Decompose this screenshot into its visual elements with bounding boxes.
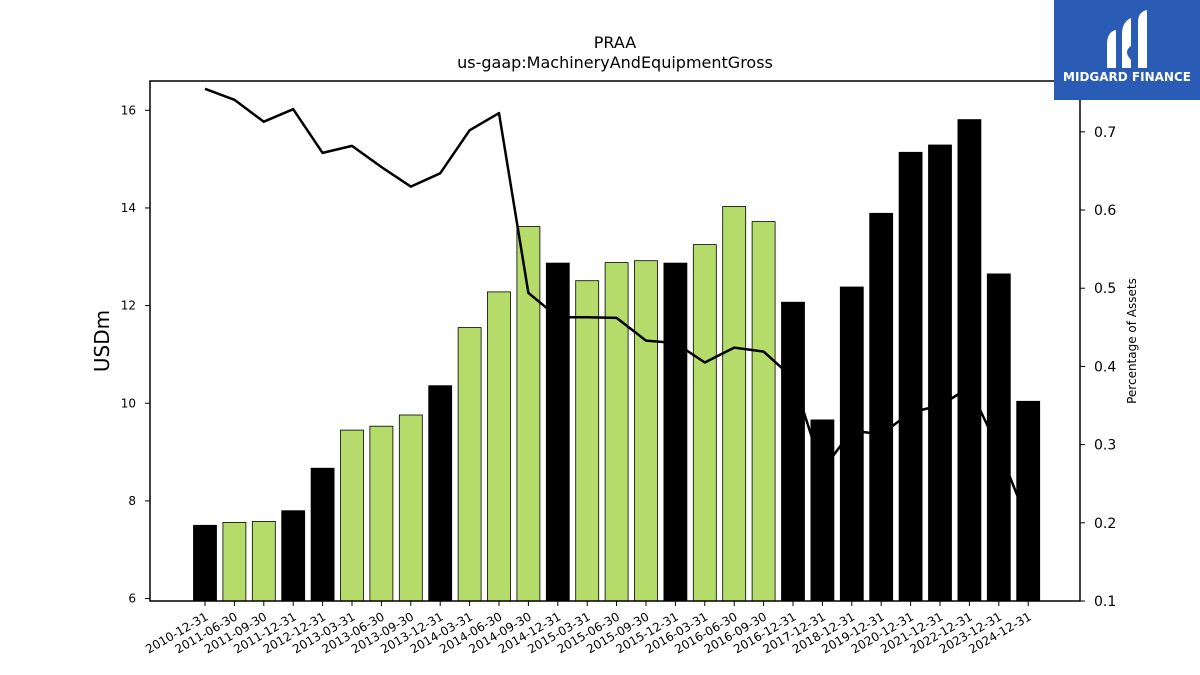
y2-tick-label: 0.7 bbox=[1094, 125, 1116, 141]
x-axis-ticks: 2010-12-312011-06-302011-09-302011-12-31… bbox=[143, 601, 1034, 656]
chart-title: PRAA bbox=[594, 33, 637, 52]
y2-tick-label: 0.5 bbox=[1094, 281, 1116, 297]
y2-tick-label: 0.1 bbox=[1094, 594, 1116, 610]
midgard-logo-icon bbox=[1107, 10, 1147, 68]
bar-2023-12-31 bbox=[986, 273, 1011, 602]
brand-logo: MIDGARD FINANCE bbox=[1054, 0, 1200, 100]
y-tick-label: 6 bbox=[128, 592, 136, 606]
bar-2015-09-30 bbox=[634, 260, 658, 602]
bar-2015-03-31 bbox=[575, 280, 600, 602]
bar-2013-03-31 bbox=[340, 429, 364, 602]
y2-tick-label: 0.4 bbox=[1094, 359, 1116, 375]
bar-2018-12-31 bbox=[839, 286, 864, 602]
bar-2015-12-31 bbox=[663, 262, 688, 602]
y-axis-ticks: 6 8 10 12 14 16 bbox=[121, 103, 150, 606]
bar-2013-06-30 bbox=[369, 425, 394, 602]
bar-2014-09-30 bbox=[516, 226, 541, 602]
y2-axis-ticks: 0.1 0.2 0.3 0.4 0.5 0.6 0.7 bbox=[1080, 125, 1116, 610]
percentage-line bbox=[204, 87, 1030, 524]
bar-2014-06-30 bbox=[487, 291, 511, 602]
bar-2010-12-31 bbox=[193, 524, 217, 602]
y2-tick-label: 0.3 bbox=[1094, 438, 1116, 454]
chart-subtitle: us-gaap:MachineryAndEquipmentGross bbox=[457, 53, 773, 72]
bar-2016-03-31 bbox=[692, 244, 717, 602]
bar-2016-12-31 bbox=[781, 301, 805, 602]
bar-2011-06-30 bbox=[222, 522, 247, 602]
bar-2011-09-30 bbox=[251, 521, 276, 602]
bar-2020-12-31 bbox=[898, 151, 923, 602]
brand-name: MIDGARD FINANCE bbox=[1063, 70, 1191, 84]
bar-2016-09-30 bbox=[751, 221, 776, 602]
bar-2012-12-31 bbox=[310, 467, 335, 602]
bar-2013-09-30 bbox=[398, 414, 423, 602]
line-layer bbox=[204, 87, 1030, 524]
y-tick-label: 12 bbox=[121, 299, 136, 313]
y2-tick-label: 0.6 bbox=[1094, 203, 1116, 219]
bar-2021-12-31 bbox=[928, 144, 952, 602]
bar-2014-03-31 bbox=[457, 327, 482, 602]
plot-frame bbox=[149, 80, 1081, 602]
y-tick-label: 16 bbox=[121, 103, 136, 117]
y2-tick-label: 0.2 bbox=[1094, 516, 1116, 532]
bar-2015-06-30 bbox=[604, 262, 629, 602]
bar-2011-12-31 bbox=[281, 510, 306, 602]
y2-axis-label: Percentage of Assets bbox=[1125, 278, 1139, 404]
y-tick-label: 10 bbox=[121, 396, 136, 410]
bar-2014-12-31 bbox=[545, 262, 570, 602]
y-tick-label: 14 bbox=[121, 201, 136, 215]
bar-2019-12-31 bbox=[869, 212, 894, 602]
bar-2013-12-31 bbox=[428, 385, 453, 602]
bar-2016-06-30 bbox=[722, 206, 747, 602]
y-tick-label: 8 bbox=[128, 494, 136, 508]
bars-layer bbox=[193, 119, 1041, 602]
bar-2022-12-31 bbox=[957, 119, 982, 602]
y-axis-label: USDm bbox=[90, 310, 114, 372]
